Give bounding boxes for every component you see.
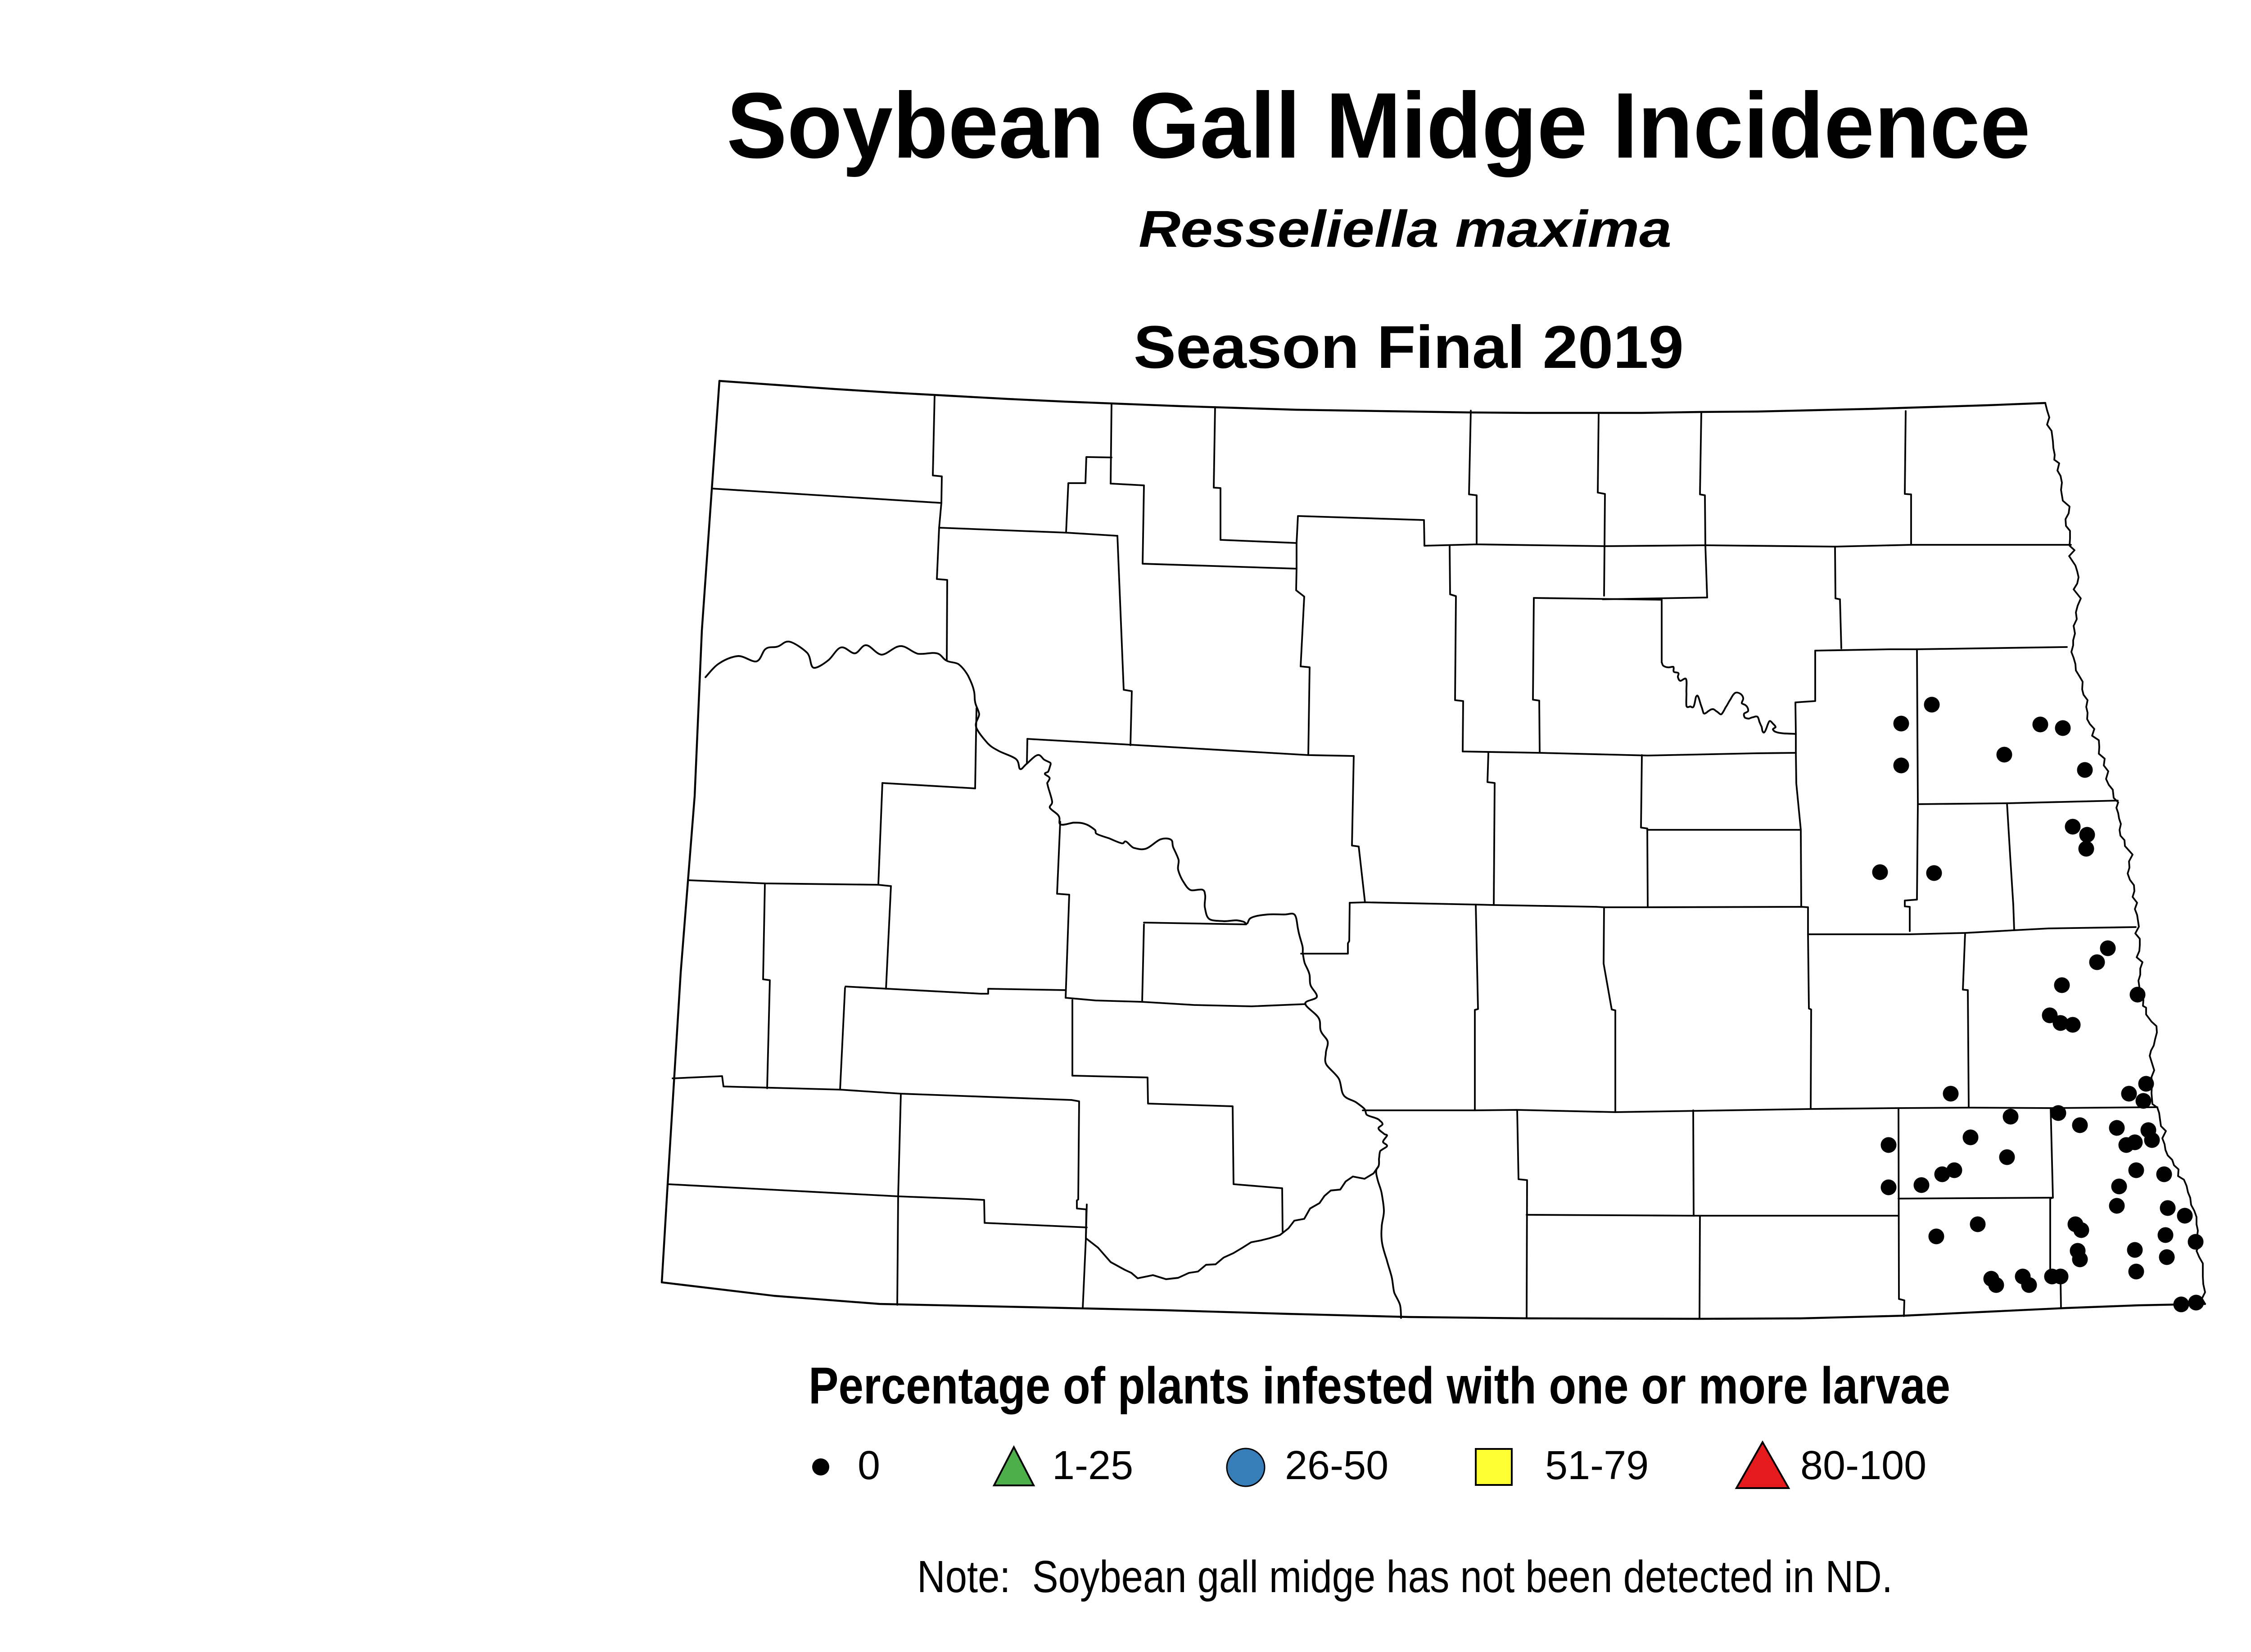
svg-text:Season Final 2019: Season Final 2019 [1134,314,1684,381]
svg-text:Resseliella maxima: Resseliella maxima [1139,200,1672,258]
svg-text:Soybean Gall Midge Incidence: Soybean Gall Midge Incidence [727,73,2030,177]
svg-text:80-100: 80-100 [1800,1443,1926,1488]
svg-text:0: 0 [858,1443,880,1488]
svg-text:Percentage of plants infested: Percentage of plants infested with one o… [809,1357,1950,1415]
svg-text:1-25: 1-25 [1052,1443,1133,1488]
svg-text:26-50: 26-50 [1285,1443,1388,1488]
svg-text:Note: Soybean gall midge has: Note: Soybean gall midge has not been de… [917,1552,1893,1602]
svg-text:51-79: 51-79 [1545,1443,1649,1488]
